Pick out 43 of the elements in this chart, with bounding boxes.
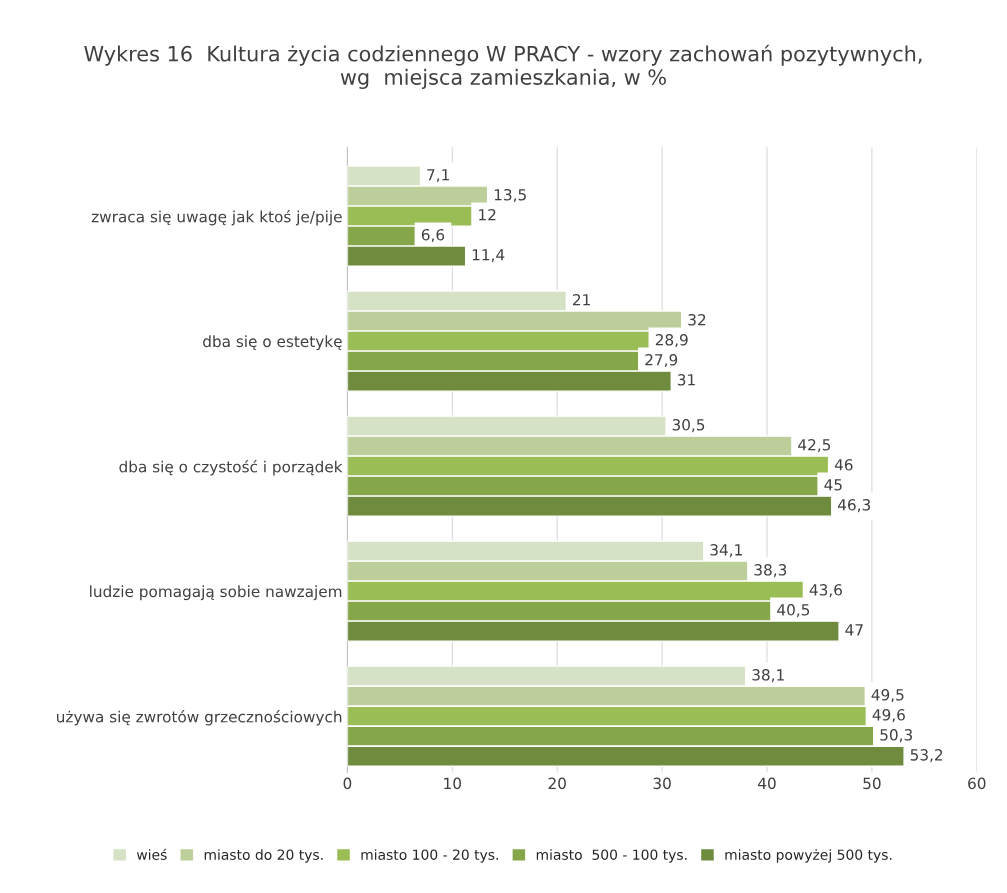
x-tick-label: 30 <box>653 777 671 790</box>
data-label: 31 <box>677 374 695 386</box>
data-label: 42,5 <box>798 439 831 453</box>
data-label: 47 <box>845 624 863 636</box>
data-label: 11,4 <box>472 249 505 263</box>
data-label: 27,9 <box>645 354 678 368</box>
data-label: 28,9 <box>655 334 688 348</box>
data-label: 38,1 <box>752 669 784 683</box>
data-label: 40,5 <box>777 604 810 618</box>
data-label: 50,3 <box>880 729 912 743</box>
data-label: 30,5 <box>672 419 705 433</box>
legend-label: miasto 500 - 100 tys. <box>536 849 687 863</box>
legend-label: miasto do 20 tys. <box>204 849 323 863</box>
y-tick-label: ludzie pomagają sobie nawzajem <box>90 585 342 601</box>
x-tick-label: 0 <box>343 777 352 790</box>
y-tick-label: dba się o estetykę <box>203 335 342 351</box>
x-tick-label: 10 <box>444 777 462 790</box>
data-label: 6,6 <box>421 228 445 243</box>
data-label: 38,3 <box>754 564 787 578</box>
data-label: 46 <box>834 459 853 471</box>
legend-label: miasto 100 - 20 tys. <box>361 849 498 863</box>
data-label: 7,1 <box>427 169 449 183</box>
x-tick-label: 20 <box>548 777 566 790</box>
y-tick-label: zwraca się uwagę jak ktoś je/pije <box>91 210 342 226</box>
data-label: 43,6 <box>809 584 842 598</box>
y-tick-label: dba się o czystość i porządek <box>119 460 343 476</box>
data-label: 53,2 <box>910 749 943 763</box>
data-label: 21 <box>572 294 590 306</box>
data-label: 46,3 <box>838 499 871 513</box>
data-label: 49,6 <box>872 709 905 723</box>
x-tick-label: 40 <box>758 777 776 790</box>
chart-title: Wykres 16 Kultura życia codziennego W PRACY - wzory zachowań pozytywnych, wg miejsca zamieszkania, w % <box>84 44 922 89</box>
data-label: 45 <box>824 479 842 491</box>
data-label: 49,5 <box>871 689 904 703</box>
data-label: 13,5 <box>494 188 526 203</box>
legend-label: miasto powyżej 500 tys. <box>725 849 892 863</box>
x-tick-label: 50 <box>863 777 881 790</box>
x-tick-label: 60 <box>968 777 986 790</box>
data-label: 34,1 <box>710 544 742 558</box>
data-label: 12 <box>479 208 496 221</box>
legend-label: wieś <box>136 848 167 860</box>
data-label: 32 <box>688 314 706 326</box>
y-tick-label: używa się zwrotów grzecznościowych <box>57 710 342 726</box>
